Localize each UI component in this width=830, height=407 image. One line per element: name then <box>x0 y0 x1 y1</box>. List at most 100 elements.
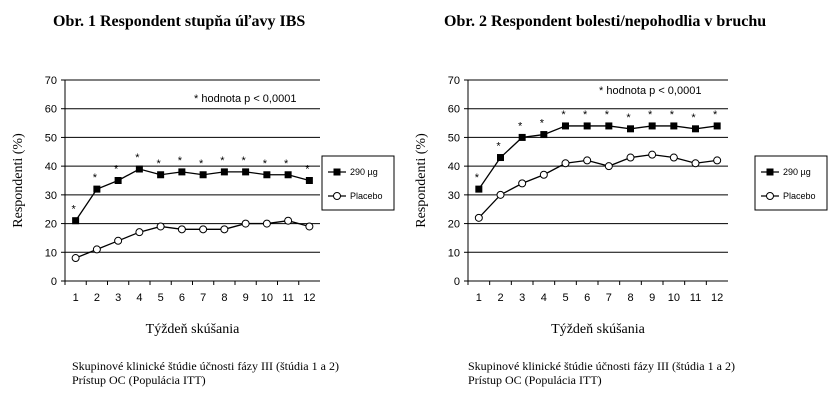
chart2-drug-point <box>713 122 721 130</box>
chart2-significance-star: * <box>670 109 675 121</box>
chart2-placebo-point <box>496 190 505 199</box>
chart2-legend-label: Placebo <box>783 191 816 201</box>
chart1-placebo-point <box>177 225 186 234</box>
chart1-footer-line2: Prístup OC (Populácia ITT) <box>72 373 206 387</box>
chart1-significance-star: * <box>241 155 246 167</box>
chart2-placebo-point <box>648 150 657 159</box>
chart2-placebo-point <box>604 162 613 171</box>
chart1-x-tick-label: 6 <box>179 292 185 304</box>
chart2-series-drug-line <box>478 125 718 190</box>
chart1-x-tick-label: 3 <box>115 292 121 304</box>
chart1-footer-line1: Skupinové klinické štúdie účnosti fázy I… <box>72 359 339 373</box>
chart2-footer-line1: Skupinové klinické štúdie účnosti fázy I… <box>468 359 735 373</box>
chart1-x-tick-label: 7 <box>200 292 206 304</box>
chart1-y-tick-label: 60 <box>45 104 57 116</box>
chart1-drug-point <box>220 168 228 176</box>
chart2-x-tick-label: 6 <box>584 292 590 304</box>
chart2-significance-star: * <box>496 141 501 153</box>
chart2-drug-point <box>692 125 699 133</box>
chart1-x-tick-label: 4 <box>136 292 142 304</box>
chart1-drug-point <box>284 171 292 179</box>
chart2-y-tick-label: 60 <box>448 104 460 116</box>
chart1-placebo-point <box>199 225 208 234</box>
chart2-significance-star: * <box>648 109 653 121</box>
chart2-placebo-point <box>474 213 483 222</box>
chart2-significance-star: * <box>583 109 588 121</box>
chart2-annotation: * hodnota p < 0,0001 <box>599 85 701 97</box>
chart1-y-tick-label: 20 <box>45 219 57 231</box>
chart2-x-tick-label: 2 <box>497 292 503 304</box>
chart1-significance-star: * <box>135 152 140 164</box>
chart2-x-tick-label: 1 <box>476 292 482 304</box>
chart1-y-axis-label: Respondenti (%) <box>11 133 26 228</box>
chart2-x-tick-label: 11 <box>690 292 701 304</box>
chart1-x-axis-label: Týždeň skúšania <box>146 322 240 337</box>
chart2-legend-label: 290 µg <box>783 167 811 177</box>
chart1-significance-star: * <box>263 158 268 170</box>
chart1-drug-point <box>157 171 165 179</box>
chart2-drug-point <box>540 131 548 139</box>
chart1-placebo-point <box>241 219 250 228</box>
chart1-y-tick-label: 10 <box>45 247 57 259</box>
chart2-y-tick-label: 0 <box>454 276 460 288</box>
chart2-placebo-point <box>669 153 678 162</box>
chart2-y-tick-label: 20 <box>448 219 460 231</box>
chart2-y-tick-label: 10 <box>448 247 460 259</box>
chart2-drug-point <box>605 122 613 130</box>
chart2-y-tick-label: 30 <box>448 190 460 202</box>
chart1-drug-point <box>199 171 207 179</box>
chart2-significance-star: * <box>626 112 631 124</box>
chart2-placebo-point <box>518 179 527 188</box>
chart1-drug-point <box>114 177 122 184</box>
chart1-x-tick-label: 12 <box>303 292 315 304</box>
chart1-significance-star: * <box>178 155 183 167</box>
chart1-placebo-point <box>135 228 144 237</box>
chart1-drug-point <box>305 177 313 184</box>
chart1-significance-star: * <box>156 158 161 170</box>
chart1-x-tick-label: 1 <box>73 292 79 304</box>
chart1-placebo-point <box>284 216 293 225</box>
chart1-legend-square-marker <box>333 168 341 176</box>
chart1-placebo-point <box>114 236 123 245</box>
chart1-title: Obr. 1 Respondent stupňa úľavy IBS <box>53 13 305 30</box>
chart2-drug-point <box>475 185 483 193</box>
chart1-significance-star: * <box>93 172 98 184</box>
chart1-y-tick-label: 70 <box>45 75 57 87</box>
chart1-x-tick-label: 5 <box>158 292 164 304</box>
chart2-significance-star: * <box>561 109 566 121</box>
chart1-significance-star: * <box>71 204 76 216</box>
chart1-y-tick-label: 40 <box>45 161 57 173</box>
chart1-placebo-point <box>305 222 314 231</box>
chart1-placebo-point <box>92 245 101 254</box>
chart1-placebo-point <box>71 254 80 263</box>
chart2-y-tick-label: 50 <box>448 132 460 144</box>
chart2-significance-star: * <box>540 118 545 130</box>
chart2-x-tick-label: 10 <box>668 292 680 304</box>
chart2-drug-point <box>497 154 504 162</box>
chart2-y-tick-label: 40 <box>448 161 460 173</box>
chart2-drug-point <box>562 122 569 130</box>
chart2-placebo-point <box>561 159 570 168</box>
chart1-placebo-point <box>156 222 165 231</box>
chart1-legend-label: 290 µg <box>350 167 378 177</box>
chart1-drug-point <box>242 168 250 176</box>
chart1-significance-star: * <box>220 155 225 167</box>
chart2-significance-star: * <box>605 109 610 121</box>
chart1-significance-star: * <box>199 158 204 170</box>
chart1-series-drug-line <box>75 168 310 222</box>
chart1-placebo-point <box>262 219 271 228</box>
chart2-x-tick-label: 3 <box>519 292 525 304</box>
chart2-drug-point <box>670 122 678 130</box>
chart2-x-tick-label: 8 <box>627 292 633 304</box>
chart2-x-tick-label: 7 <box>606 292 612 304</box>
chart2-drug-point <box>518 133 526 141</box>
chart1-x-tick-label: 10 <box>261 292 273 304</box>
chart2-x-tick-label: 5 <box>562 292 568 304</box>
chart1-y-tick-label: 50 <box>45 132 57 144</box>
chart2-placebo-point <box>626 153 635 162</box>
chart2-significance-star: * <box>713 109 718 121</box>
chart1-legend <box>321 155 395 211</box>
chart2-footer: Skupinové klinické štúdie účnosti fázy I… <box>468 359 735 387</box>
chart1-drug-point <box>93 185 101 193</box>
